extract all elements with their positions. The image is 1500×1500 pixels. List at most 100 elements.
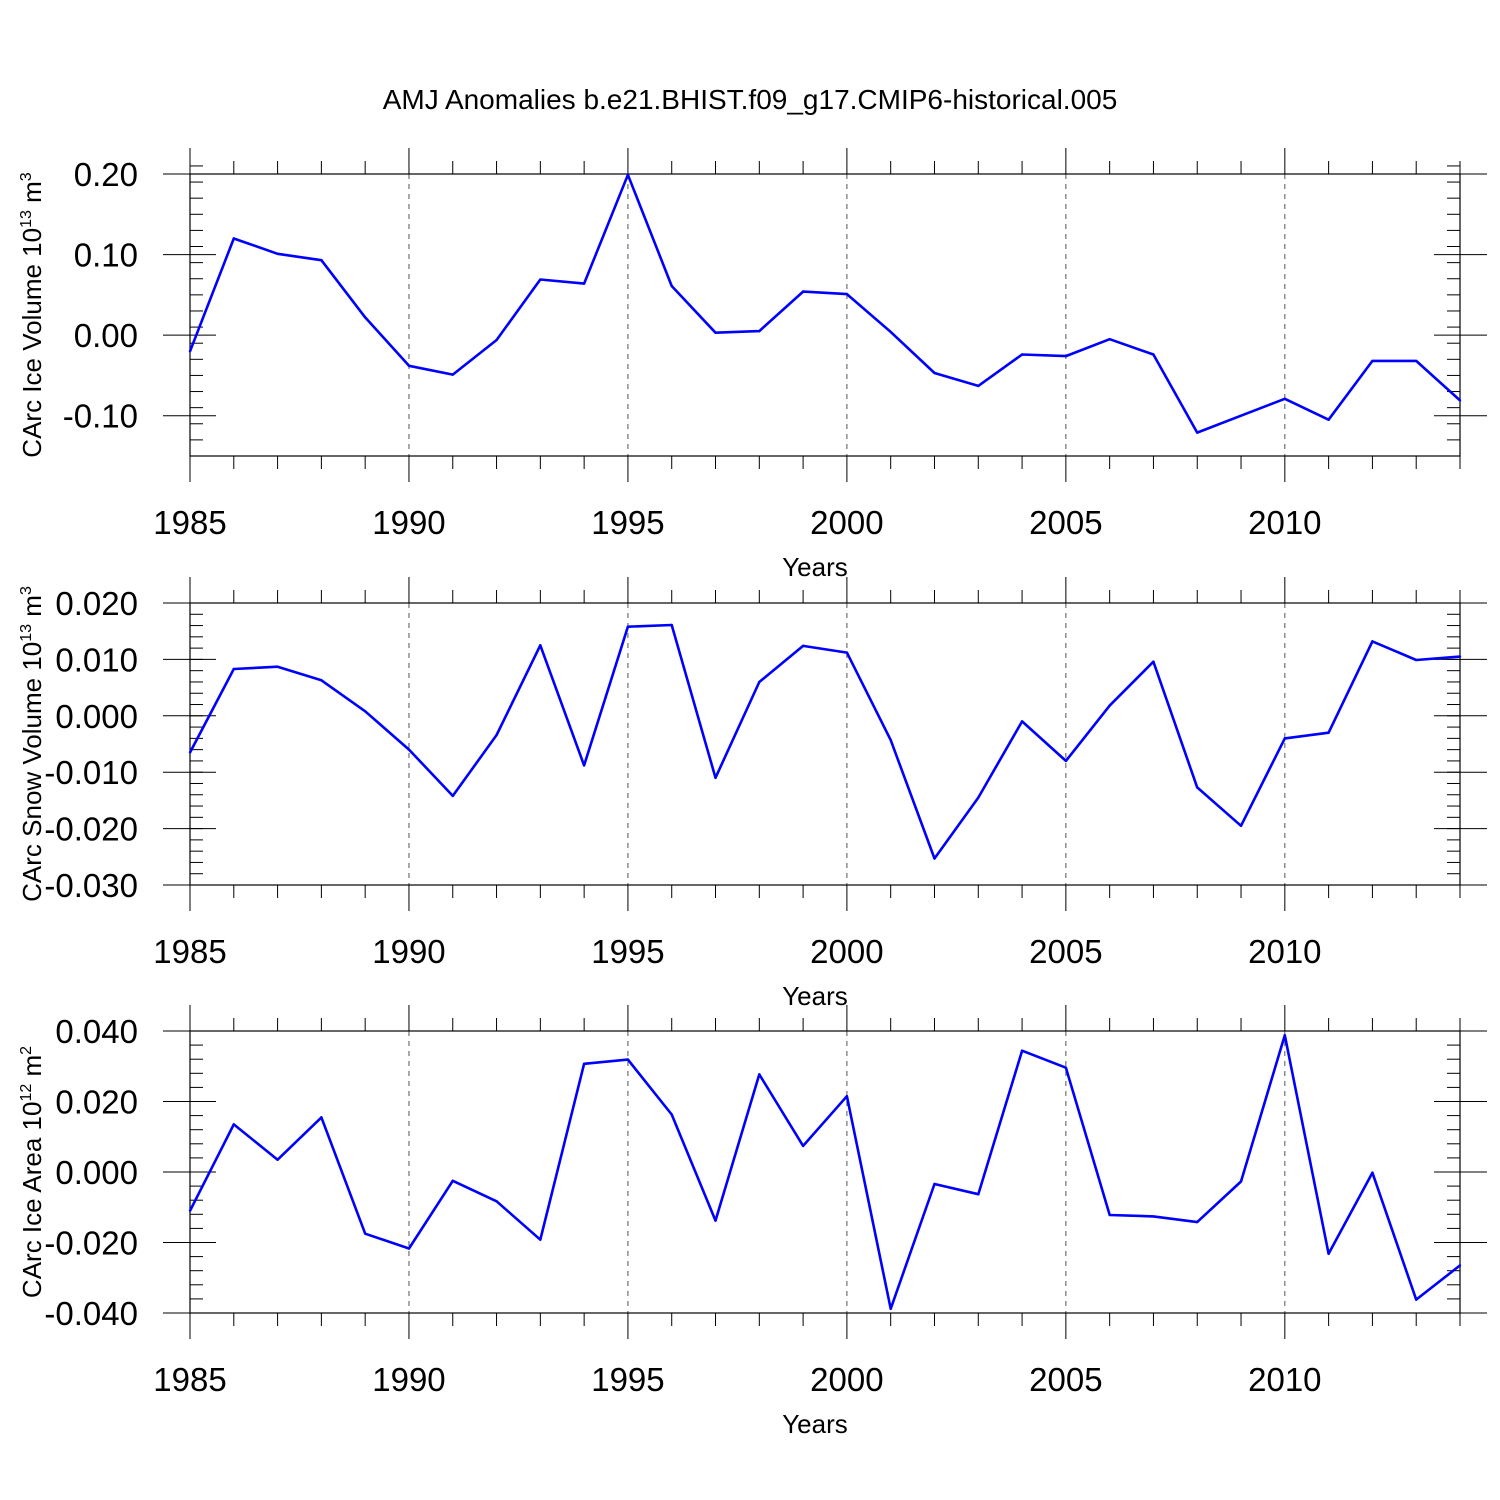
panel-2: -0.030 -0.020 -0.010 0.000 0.010 0.020 1985 199… [17, 577, 1487, 1011]
x-tick-label: 1985 [153, 933, 226, 970]
data-point [1415, 359, 1418, 363]
data-point [539, 278, 542, 281]
data-point [539, 1238, 542, 1241]
data-point [889, 738, 892, 742]
x-tick-label: 1995 [591, 933, 664, 970]
panel-1: -0.10 0.00 0.10 0.20 1985 1990 1995 2000 2005 201… [17, 148, 1487, 582]
data-point [933, 857, 936, 860]
x-tick-label: 1990 [372, 504, 445, 541]
plot-frame [189, 602, 1461, 886]
data-point [1415, 658, 1418, 662]
y-tick-label: 0.00 [74, 317, 138, 354]
y-tick-label: 0.000 [55, 698, 138, 735]
data-point [1458, 655, 1462, 658]
x-axis-title: Years [782, 552, 848, 582]
data-point [495, 1200, 498, 1203]
y-axis-title-part: m [17, 595, 47, 624]
data-point [407, 1247, 411, 1250]
data-point [407, 748, 411, 751]
data-point [1152, 353, 1155, 356]
x-tick-label: 2010 [1248, 1361, 1321, 1398]
data-point [188, 1209, 192, 1212]
x-tick-label: 2005 [1029, 933, 1102, 970]
data-point [714, 776, 717, 780]
data-point [320, 679, 323, 682]
data-point [1283, 1034, 1287, 1037]
data-point [495, 733, 498, 737]
data-point [1458, 1264, 1462, 1267]
data-point [1108, 1213, 1111, 1217]
data-point [1020, 720, 1024, 723]
x-tick-label: 2010 [1248, 504, 1321, 541]
data-point [1108, 704, 1111, 707]
data-point [363, 710, 367, 713]
x-tick-label: 1985 [153, 504, 226, 541]
y-axis-title-superscript: 12 [18, 1084, 35, 1102]
data-point [714, 1219, 717, 1222]
y-tick-label: -0.040 [44, 1295, 138, 1332]
data-point [670, 284, 673, 288]
data-point [276, 665, 279, 668]
data-point [758, 680, 761, 684]
data-point [232, 667, 235, 671]
data-point [320, 259, 323, 262]
x-tick-label: 1995 [591, 1361, 664, 1398]
panel-3: -0.040 -0.020 0.000 0.020 0.040 1985 1990 1995 2… [17, 1005, 1487, 1439]
data-point [1196, 786, 1199, 789]
y-axis-title-superscript: 3 [18, 586, 35, 595]
data-point [758, 329, 761, 333]
y-axis-title-part: m [17, 1055, 47, 1084]
x-tick-label: 2005 [1029, 504, 1102, 541]
data-point [845, 1095, 849, 1098]
data-point [801, 1144, 805, 1148]
x-tick-label: 2000 [810, 504, 883, 541]
data-point [670, 623, 673, 627]
data-point [1371, 640, 1374, 643]
data-point [1196, 1220, 1199, 1224]
data-point [451, 373, 454, 376]
x-tick-label: 2005 [1029, 1361, 1102, 1398]
data-point [1020, 1049, 1024, 1052]
data-point [276, 252, 279, 255]
data-point [1064, 354, 1068, 358]
data-point [1371, 359, 1374, 363]
y-tick-label: 0.020 [55, 1084, 138, 1121]
data-point [626, 1058, 630, 1061]
data-point [933, 371, 936, 375]
x-tick-label: 1990 [372, 1361, 445, 1398]
series-line [188, 623, 1461, 860]
data-point [582, 1062, 586, 1065]
data-point [626, 625, 630, 628]
data-point [1458, 399, 1462, 402]
data-point [1327, 731, 1330, 734]
data-point [758, 1073, 761, 1076]
data-point [320, 1116, 323, 1119]
y-axis-title-superscript: 13 [18, 624, 35, 642]
y-tick-label: 0.000 [55, 1154, 138, 1191]
figure-title: AMJ Anomalies b.e21.BHIST.f09_g17.CMIP6-… [382, 84, 1118, 115]
data-point [363, 316, 367, 319]
x-axis-title: Years [782, 981, 848, 1011]
data-point [845, 292, 849, 296]
data-point [1239, 414, 1243, 417]
data-point [1327, 418, 1330, 421]
y-axis-title: CArc Ice Volume 1013 m3 [17, 172, 47, 457]
x-tick-label: 1985 [153, 1361, 226, 1398]
data-point [188, 751, 192, 754]
y-tick-label: 0.010 [55, 641, 138, 678]
data-point [1196, 431, 1199, 434]
data-point [845, 651, 849, 654]
y-axis-title-part: CArc Ice Area 10 [17, 1102, 47, 1299]
data-point [1152, 1215, 1155, 1218]
y-tick-label: -0.020 [44, 811, 138, 848]
x-tick-label: 1990 [372, 933, 445, 970]
data-point [1415, 1298, 1418, 1301]
plot-frame [189, 1030, 1461, 1314]
data-point [407, 364, 411, 367]
data-point [1020, 353, 1024, 356]
data-point [232, 237, 235, 240]
y-axis-title-part: m [17, 181, 47, 210]
data-point [801, 644, 805, 648]
data-point [1283, 397, 1287, 400]
y-tick-label: -0.030 [44, 867, 138, 904]
